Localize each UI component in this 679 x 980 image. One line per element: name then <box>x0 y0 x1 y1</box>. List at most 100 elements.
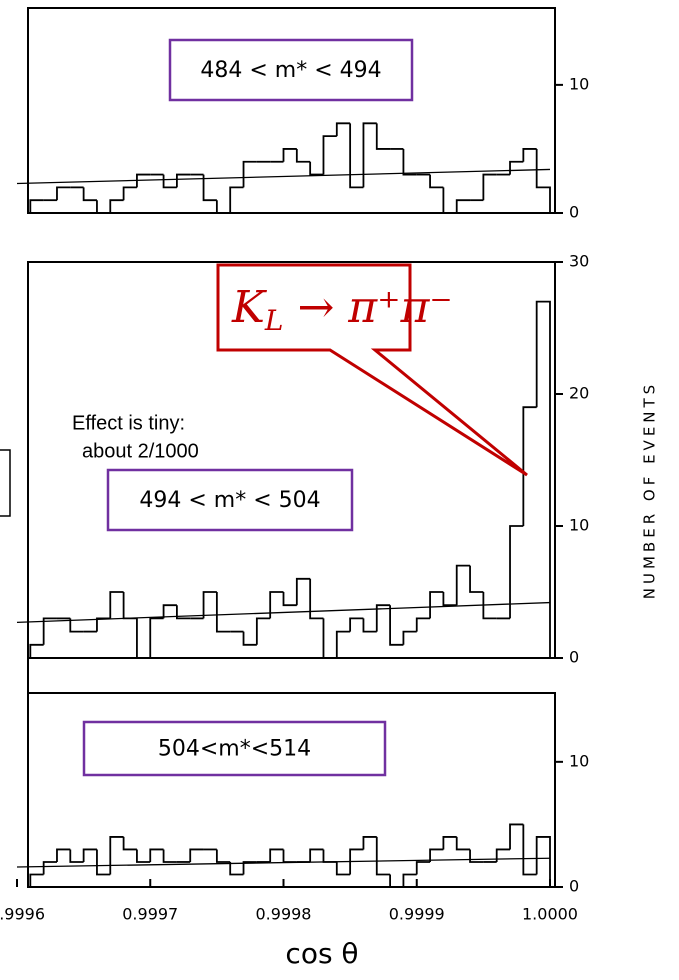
histogram-bin <box>109 591 124 619</box>
histogram-bin <box>202 591 217 619</box>
histogram-bin <box>335 630 351 658</box>
panel-frame <box>27 692 556 888</box>
label-box <box>106 468 354 532</box>
x-tick-label: 0.9999 <box>389 905 445 924</box>
histogram-bin <box>82 848 97 862</box>
histogram-bin <box>415 617 431 632</box>
histogram-bin <box>309 578 324 620</box>
histogram-bin <box>269 848 284 862</box>
histogram-bin <box>535 836 551 887</box>
histogram-bin <box>136 618 151 659</box>
histogram-bin <box>295 148 311 163</box>
histogram-bin <box>149 617 164 658</box>
histogram-bin <box>322 135 337 175</box>
histogram-bin <box>215 592 231 633</box>
histogram-bin <box>189 848 204 862</box>
histogram-bin <box>389 605 404 646</box>
histogram-bin <box>415 861 431 875</box>
histogram-bin <box>242 861 257 875</box>
histogram-bin <box>42 861 57 875</box>
histogram-bin <box>509 823 524 850</box>
y-tick-label: 0 <box>569 877 579 896</box>
histogram-bin <box>429 848 444 862</box>
histogram-bin <box>122 836 137 851</box>
panel-frame <box>27 261 556 659</box>
histogram-bin <box>362 122 377 188</box>
cropped-box <box>0 449 11 517</box>
histogram-bin <box>242 160 257 188</box>
callout-box <box>216 263 528 477</box>
histogram-bin <box>122 592 137 620</box>
histogram-bin <box>176 173 191 188</box>
histogram-bin <box>162 174 177 189</box>
histogram-bin <box>69 618 84 633</box>
histogram-bin <box>455 836 471 851</box>
histogram-bin <box>149 848 164 862</box>
histogram-bin <box>535 300 551 658</box>
histogram-bin <box>69 849 84 863</box>
y-tick-label: 10 <box>569 516 589 535</box>
histogram-bin <box>535 148 551 213</box>
note: about 2/1000 <box>82 440 199 462</box>
x-axis-label: cos θ <box>285 937 358 970</box>
panel-frame <box>27 7 556 214</box>
callout-symbol: K <box>231 282 267 333</box>
histogram-bin <box>509 525 524 619</box>
y-tick-label: 10 <box>569 751 589 770</box>
fit-line <box>16 601 551 624</box>
histogram-bin <box>215 849 231 863</box>
histogram-bin <box>469 849 484 863</box>
histogram-bin <box>429 591 444 619</box>
histogram-bin <box>482 173 497 201</box>
histogram-bin <box>269 591 284 619</box>
histogram-bin <box>255 617 271 645</box>
y-tick-label: 0 <box>569 648 579 667</box>
histogram-bin <box>162 849 177 863</box>
histogram-bin <box>295 577 311 606</box>
histogram-bin <box>522 824 537 876</box>
y-tick-label: 20 <box>569 384 589 403</box>
y-axis-label: NUMBER OF EVENTS <box>641 381 659 599</box>
histogram-bin <box>96 849 111 876</box>
histogram-bin <box>335 122 351 137</box>
histogram-bin <box>42 617 57 645</box>
histogram-bin <box>402 148 417 176</box>
histogram-bin <box>215 200 231 214</box>
fit-line <box>16 168 551 185</box>
histogram-bin <box>455 199 471 213</box>
histogram-bin <box>469 565 484 593</box>
histogram-bin <box>82 187 97 202</box>
x-tick-label: 0.9996 <box>0 905 45 924</box>
histogram-bin <box>136 849 151 863</box>
histogram-bin <box>522 148 537 162</box>
histogram-bin <box>482 592 497 620</box>
histogram-bin <box>349 617 364 632</box>
y-tick-label: 10 <box>569 74 589 93</box>
mass-range-label: 504<m*<514 <box>158 737 311 762</box>
histogram-bin <box>202 174 217 202</box>
histogram-bin <box>29 643 44 658</box>
histogram-bin <box>522 406 537 526</box>
histogram-bin <box>375 123 391 150</box>
histogram-bin <box>375 604 391 632</box>
histogram-bin <box>282 592 297 607</box>
histogram-bin <box>442 187 457 214</box>
histogram-bin <box>229 861 244 876</box>
histogram-bin <box>455 564 471 606</box>
histogram-bin <box>29 199 44 213</box>
histogram-bin <box>96 617 111 632</box>
histogram-bin <box>429 174 444 189</box>
callout-text: KL → π⁺π⁻ <box>231 282 453 337</box>
histogram-bin <box>349 123 364 189</box>
callout-subscript: L <box>264 304 284 337</box>
histogram-bin <box>109 199 124 213</box>
histogram-bin <box>322 618 337 659</box>
histogram-bin <box>96 200 111 214</box>
label-box <box>168 38 414 102</box>
histogram-bin <box>375 836 391 876</box>
histogram-bin <box>509 160 524 175</box>
x-tick-label: 0.9998 <box>256 905 312 924</box>
histogram-bin <box>402 873 417 887</box>
histogram-bin <box>282 849 297 863</box>
